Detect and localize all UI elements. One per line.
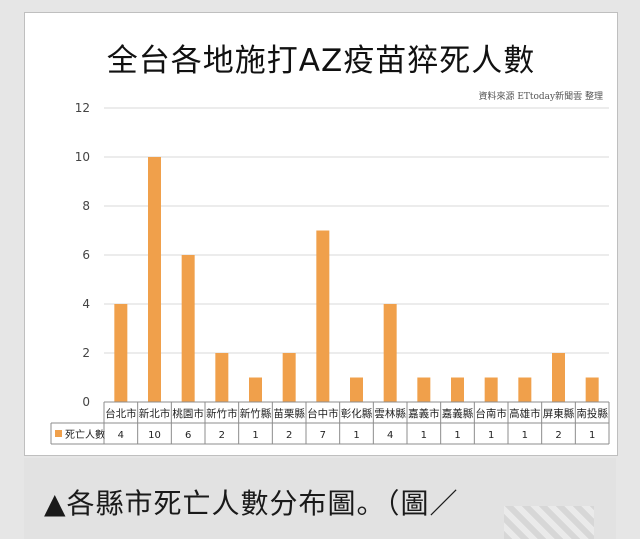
data-label: 1 (252, 430, 258, 441)
x-tick-label: 南投縣 (576, 407, 608, 420)
bar (383, 304, 397, 402)
y-tick-label: 12 (75, 101, 90, 115)
x-tick-label: 嘉義市 (408, 407, 440, 420)
y-tick-label: 10 (75, 150, 90, 164)
data-label: 7 (320, 430, 326, 441)
x-tick-label: 苗栗縣 (273, 408, 305, 420)
data-label: 1 (454, 430, 460, 441)
y-tick-label: 2 (82, 346, 90, 360)
data-label: 1 (488, 430, 494, 441)
data-label: 1 (589, 430, 595, 441)
x-tick-label: 嘉義縣 (442, 407, 474, 420)
bar (350, 377, 363, 402)
y-tick-label: 0 (82, 395, 90, 409)
x-tick-label: 台北市 (105, 407, 137, 420)
bar (552, 353, 565, 402)
y-tick-label: 6 (82, 248, 90, 262)
x-tick-label: 新竹縣 (240, 407, 272, 420)
legend-label: 死亡人數 (65, 428, 105, 441)
data-label: 2 (286, 430, 292, 441)
bar (585, 377, 599, 402)
bar (282, 353, 296, 402)
bar (316, 230, 330, 402)
caption-text: ▲各縣市死亡人數分布圖。（圖／ (44, 487, 459, 520)
x-tick-label: 新竹市 (206, 407, 238, 420)
x-tick-label: 台中市 (307, 407, 339, 420)
x-tick-label: 新北市 (139, 407, 171, 420)
bar (249, 377, 262, 402)
bar (417, 377, 431, 402)
x-tick-label: 桃園市 (172, 407, 204, 420)
data-label: 4 (387, 430, 393, 441)
y-tick-label: 8 (82, 199, 90, 213)
x-tick-label: 高雄市 (509, 407, 541, 420)
chart-card: 全台各地施打AZ疫苗猝死人數 資料來源 ETtoday新聞雲 整理 0 2 4 6 8 1… (24, 12, 618, 456)
x-tick-label: 雲林縣 (374, 407, 406, 420)
data-label: 6 (185, 430, 191, 441)
y-tick-label: 4 (82, 297, 90, 311)
bar (114, 304, 128, 402)
x-tick-label: 屏東縣 (543, 407, 575, 420)
bar (451, 377, 464, 402)
data-label: 2 (555, 430, 561, 441)
data-label: 1 (353, 430, 359, 441)
legend-swatch (55, 430, 62, 437)
data-label: 4 (118, 430, 124, 441)
bar (484, 377, 498, 402)
caption-bar: ▲各縣市死亡人數分布圖。（圖／ (24, 458, 616, 539)
source-credit: 資料來源 ETtoday新聞雲 整理 (478, 92, 603, 102)
bar (148, 157, 161, 402)
data-label: 1 (421, 430, 427, 441)
data-label: 2 (219, 430, 225, 441)
bar (181, 255, 195, 402)
x-tick-label: 彰化縣 (341, 407, 373, 420)
data-label: 10 (148, 430, 161, 441)
chart-title: 全台各地施打AZ疫苗猝死人數 (106, 43, 536, 79)
bar (518, 377, 532, 402)
bar (215, 353, 229, 402)
x-tick-label: 台南市 (475, 407, 507, 420)
blurred-watermark (504, 506, 594, 539)
data-label: 1 (522, 430, 528, 441)
